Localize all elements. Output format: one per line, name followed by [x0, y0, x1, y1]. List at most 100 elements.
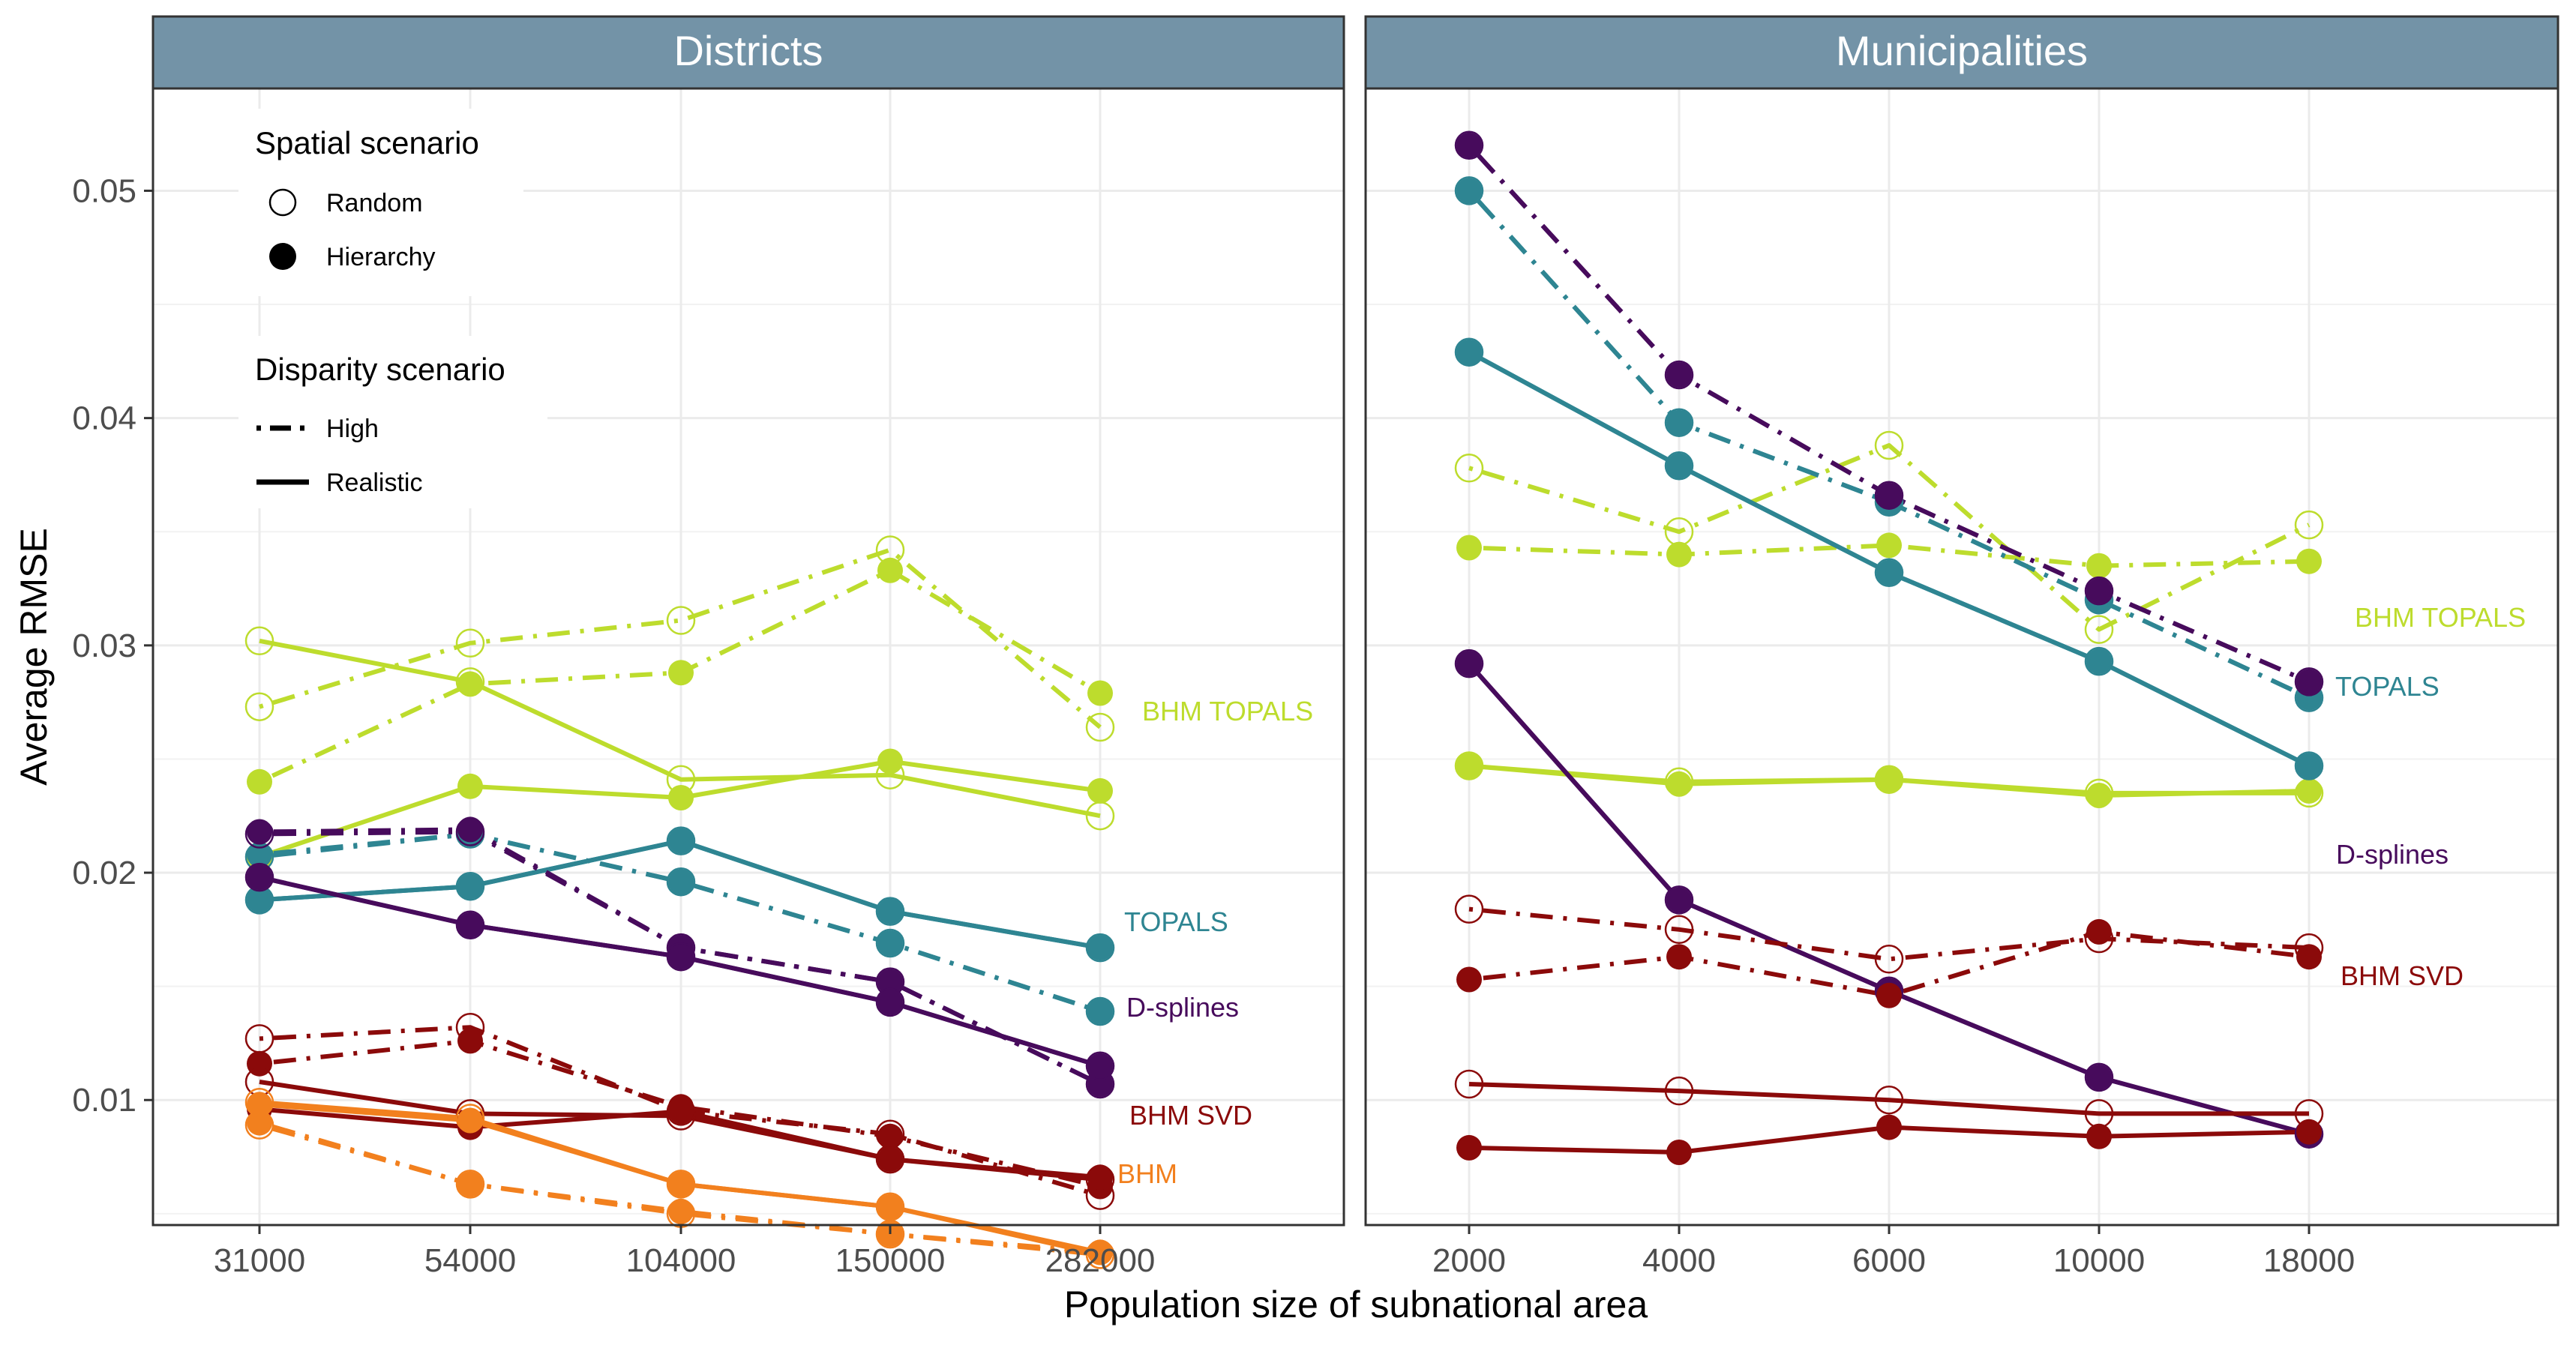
data-point-filled: [1087, 680, 1113, 706]
legend-label-random: Random: [326, 189, 423, 217]
data-point-filled: [1456, 753, 1482, 779]
data-point-filled: [877, 989, 903, 1015]
y-tick-label: 0.05: [72, 172, 136, 209]
data-point-open: [2294, 667, 2324, 696]
x-tick-label: 31000: [214, 1242, 305, 1279]
x-tick-label: 4000: [1642, 1242, 1716, 1279]
data-point-filled: [1456, 339, 1482, 365]
data-point-open: [1874, 558, 1904, 588]
data-point-open: [455, 871, 485, 901]
data-point-filled: [668, 785, 694, 810]
legend-label-hierarchy: Hierarchy: [326, 243, 435, 271]
x-tick-label: 2000: [1432, 1242, 1506, 1279]
data-point-open: [455, 667, 485, 696]
data-point-filled: [1876, 982, 1902, 1008]
data-point-filled: [1666, 409, 1692, 436]
data-point-open: [1085, 1051, 1115, 1081]
legend-title-spatial: Spatial scenario: [255, 125, 479, 160]
x-tick-label: 54000: [424, 1242, 516, 1279]
data-point-open: [1874, 945, 1904, 974]
data-point-filled: [2296, 944, 2322, 970]
y-axis-title: Average RMSE: [13, 528, 55, 786]
series-labels: BHM TOPALS TOPALS D-splines BHM SVD: [2335, 602, 2526, 991]
series-labels: BHM TOPALS TOPALS D-splines BHM SVD BHM: [1117, 696, 1313, 1189]
data-point-filled: [1087, 999, 1113, 1024]
data-point-filled: [247, 887, 272, 913]
data-point-open: [244, 862, 274, 892]
strip-label: Districts: [673, 27, 823, 74]
y-axis: 0.01 0.02 0.03 0.04 0.05: [72, 172, 153, 1119]
y-tick-label: 0.02: [72, 855, 136, 891]
data-point-filled: [1456, 535, 1482, 561]
x-tick-label: 10000: [2053, 1242, 2145, 1279]
series-line-bhm-random-high: [259, 1122, 1101, 1257]
legend-key-filled-circle: [269, 243, 296, 270]
data-point-open: [875, 897, 905, 926]
data-point-filled: [2086, 649, 2112, 675]
legend-key-open-circle: [268, 188, 297, 217]
data-point-filled: [1666, 887, 1692, 913]
data-point-open: [455, 1170, 485, 1199]
x-tick-label: 150000: [835, 1242, 946, 1279]
series-label-topals: TOPALS: [2335, 671, 2440, 702]
data-point-open: [455, 628, 485, 658]
data-point-open: [1664, 915, 1694, 945]
data-point-filled: [1876, 532, 1902, 559]
data-point-open: [455, 910, 485, 940]
data-point-filled: [877, 930, 903, 956]
panel-districts: BHM TOPALS TOPALS D-splines BHM SVD BHM Dist…: [72, 15, 1345, 1279]
data-point-filled: [247, 1092, 272, 1118]
data-point-filled: [247, 841, 272, 867]
data-point-filled: [457, 816, 483, 843]
data-point-open: [1454, 894, 1484, 924]
series-label-topals: TOPALS: [1124, 906, 1228, 937]
data-point-filled: [1087, 935, 1113, 961]
data-point-filled: [668, 1171, 694, 1197]
data-point-filled: [877, 1194, 903, 1220]
x-axis: 2000 4000 6000 10000 18000: [1432, 1225, 2355, 1279]
data-point-open: [1085, 996, 1115, 1026]
data-point-filled: [1666, 362, 1692, 388]
y-tick-label: 0.03: [72, 628, 136, 664]
data-point-filled: [2086, 553, 2112, 579]
data-point-filled: [1666, 541, 1692, 568]
data-point-filled: [877, 557, 903, 583]
data-point-filled: [2086, 1123, 2112, 1149]
data-point-open: [1085, 933, 1115, 963]
data-point-filled: [247, 768, 272, 795]
panel-municipalities: BHM TOPALS TOPALS D-splines BHM SVD Municip…: [1364, 15, 2560, 1279]
data-point-open: [875, 1192, 905, 1221]
data-point-filled: [1876, 1114, 1902, 1140]
data-point-filled: [1666, 771, 1692, 797]
data-point-filled: [457, 873, 483, 900]
data-point-filled: [2296, 548, 2322, 574]
data-point-open: [2084, 646, 2114, 676]
series-line-bhm-topals-random-high: [1468, 443, 2311, 632]
data-point-filled: [877, 1146, 903, 1173]
data-point-open: [1085, 712, 1115, 742]
data-point-filled: [668, 944, 694, 970]
data-point-open: [1454, 1069, 1484, 1099]
data-point-open: [1454, 649, 1484, 678]
data-point-filled: [877, 1123, 903, 1149]
panel-background: [1366, 88, 2558, 1225]
x-tick-label: 282000: [1045, 1242, 1156, 1279]
data-point-filled: [2086, 578, 2112, 604]
data-point-filled: [2296, 1119, 2322, 1145]
data-point-open: [2084, 576, 2114, 606]
data-point-filled: [457, 1171, 483, 1197]
data-point-open: [1454, 130, 1484, 160]
data-point-filled: [2086, 918, 2112, 945]
x-axis: 31000 54000 104000 150000 282000: [214, 1225, 1156, 1279]
data-point-filled: [1876, 766, 1902, 792]
data-point-open: [875, 1144, 905, 1174]
data-point-filled: [1087, 1239, 1113, 1266]
data-point-open: [1664, 1076, 1694, 1106]
legend-title-disparity: Disparity scenario: [255, 352, 505, 387]
data-point-filled: [247, 1110, 272, 1136]
series-label-bhm-topals: BHM TOPALS: [2355, 602, 2526, 633]
data-point-open: [1454, 454, 1484, 483]
series-label-bhm-svd: BHM SVD: [2341, 960, 2464, 991]
data-point-open: [244, 626, 274, 656]
data-point-open: [1874, 430, 1904, 460]
